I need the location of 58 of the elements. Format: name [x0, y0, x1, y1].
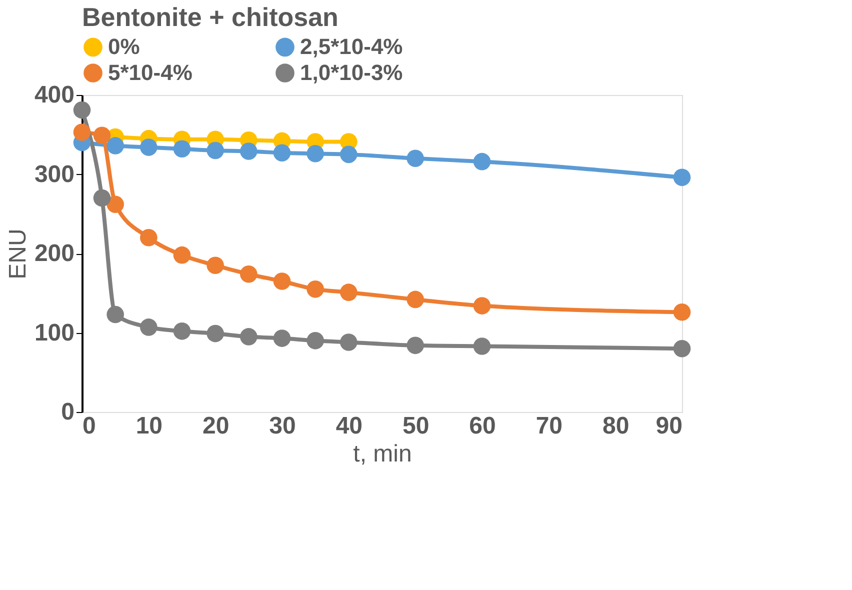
legend-title: Bentonite + chitosan	[82, 2, 338, 32]
point	[93, 189, 111, 207]
point	[73, 124, 91, 141]
x-tick-label: 70	[536, 412, 563, 440]
y-axis-title: ENU	[4, 228, 32, 280]
point	[106, 196, 124, 214]
point	[273, 144, 291, 162]
point	[306, 332, 324, 350]
point	[673, 340, 691, 358]
point	[173, 246, 191, 264]
y-tick-label: 400	[34, 82, 74, 108]
y-tick-label: 100	[34, 319, 74, 346]
x-axis-title: t, min	[353, 440, 412, 468]
point	[206, 256, 224, 274]
point	[473, 338, 491, 355]
point	[406, 290, 424, 308]
point	[240, 328, 258, 346]
point	[273, 272, 291, 290]
x-tick-label: 50	[402, 412, 430, 440]
point	[206, 142, 224, 160]
point	[173, 322, 191, 340]
x-tick-label: 90	[656, 412, 682, 440]
x-tick-label: 80	[602, 412, 630, 440]
point	[406, 336, 424, 354]
point	[140, 318, 158, 336]
point	[106, 137, 124, 154]
point	[240, 265, 258, 283]
point	[140, 138, 158, 156]
point	[673, 168, 691, 186]
point	[306, 280, 324, 298]
legend-label: 0%	[108, 34, 140, 60]
x-tick-label: 10	[136, 412, 163, 440]
y-tick-label: 300	[34, 160, 74, 188]
point	[340, 284, 358, 301]
point	[340, 146, 358, 164]
x-tick-label: 20	[202, 412, 230, 440]
point	[473, 152, 491, 170]
point	[140, 229, 158, 246]
x-tick-label: 30	[269, 412, 296, 440]
y-tick-label: 200	[34, 240, 74, 267]
point	[406, 150, 424, 168]
point	[240, 142, 258, 160]
point	[93, 126, 111, 144]
point	[106, 306, 124, 324]
point	[306, 145, 324, 162]
legend-label: 2,5*10-4%	[300, 34, 403, 60]
legend-label: 5*10-4%	[108, 60, 192, 85]
point	[273, 330, 291, 347]
x-tick-label: 0	[82, 412, 96, 440]
legend-label: 1,0*10-3%	[300, 60, 403, 85]
point	[173, 140, 191, 158]
point	[206, 324, 224, 342]
x-tick-label: 60	[469, 412, 496, 440]
point	[340, 334, 358, 351]
x-tick-label: 40	[336, 412, 363, 440]
point	[73, 101, 91, 119]
point	[673, 304, 691, 321]
point	[473, 297, 491, 314]
